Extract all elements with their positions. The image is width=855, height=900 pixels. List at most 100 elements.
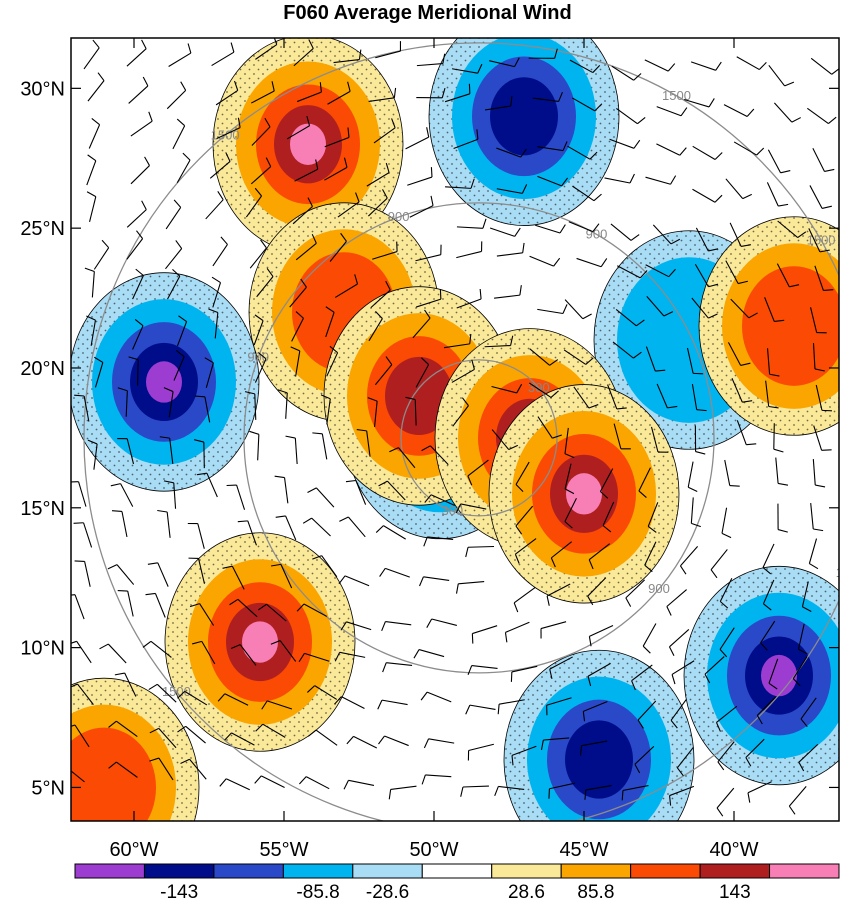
wind-barb-feather: [86, 315, 96, 321]
wind-barb-feather: [136, 230, 144, 239]
wind-barb: [189, 758, 207, 780]
wind-barb: [729, 222, 742, 247]
wind-barb-feather: [824, 168, 835, 173]
wind-barb: [736, 420, 747, 445]
positive-wind-region: [698, 216, 839, 436]
wind-barb-feather: [546, 595, 550, 606]
wind-barb: [291, 318, 304, 342]
wind-barb-feather: [815, 484, 826, 488]
y-tick-label: 10°N: [20, 638, 65, 660]
wind-barb: [683, 98, 710, 108]
wind-barb-feather: [347, 81, 351, 92]
wind-barb-feather: [695, 451, 706, 455]
colorbar-swatch: [421, 863, 493, 879]
wind-barb: [680, 545, 699, 567]
wind-barb-feather: [809, 563, 819, 570]
wind-barb: [498, 785, 525, 790]
wind-barb: [215, 90, 239, 106]
wind-barb-feather: [621, 790, 624, 801]
wind-barb-feather: [389, 447, 399, 453]
wind-barb: [295, 242, 317, 261]
wind-barb: [173, 482, 177, 509]
wind-barb-feather: [173, 199, 182, 208]
wind-barb: [416, 63, 443, 67]
wind-barb-feather: [421, 445, 431, 452]
wind-barb-feather: [716, 807, 724, 817]
wind-barb: [231, 565, 245, 590]
wind-barb: [676, 746, 694, 769]
wind-barb-feather: [778, 203, 789, 207]
wind-barb: [339, 651, 366, 658]
wind-barb: [650, 426, 659, 453]
wind-barb-feather: [94, 356, 104, 363]
wind-barb-feather: [128, 356, 139, 361]
wind-barb: [810, 57, 833, 75]
wind-barb-feather: [388, 789, 392, 800]
wind-barb-feather: [564, 521, 573, 529]
wind-barb-feather: [814, 368, 825, 372]
wind-barb: [723, 104, 748, 117]
chart-title: F060 Average Meridional Wind: [283, 2, 572, 24]
wind-barb-feather: [219, 778, 227, 787]
wind-barb: [581, 740, 608, 747]
wind-barb-feather: [592, 223, 600, 232]
wind-barb: [88, 124, 101, 149]
wind-barb-feather: [540, 739, 544, 751]
wind-barb-feather: [559, 224, 566, 234]
ring-label: 1500: [162, 684, 191, 699]
wind-barb-feather: [582, 711, 586, 722]
wind-barb-feather: [163, 387, 174, 393]
wind-barb-feather: [71, 640, 77, 644]
wind-barb-feather: [511, 755, 514, 766]
wind-barb: [472, 625, 498, 635]
wind-barb-feather: [773, 448, 784, 453]
wind-barb-feather: [163, 480, 174, 484]
wind-barb: [334, 283, 358, 298]
wind-barb: [611, 65, 634, 81]
wind-barb-feather: [385, 162, 390, 173]
wind-barb: [489, 227, 515, 237]
wind-barb-feather: [515, 525, 523, 535]
wind-barb-feather: [655, 369, 666, 372]
wind-barb-feather: [300, 278, 307, 288]
wind-barb-feather: [424, 309, 431, 319]
wind-barb-feather: [225, 152, 231, 162]
wind-barb: [666, 589, 687, 607]
wind-barb-feather: [494, 786, 499, 796]
wind-barb-feather: [149, 727, 160, 734]
wind-barb: [236, 484, 246, 510]
wind-barb: [126, 209, 147, 228]
wind-barb: [283, 477, 289, 504]
wind-barb-feather: [421, 774, 426, 785]
wind-barb: [669, 629, 690, 648]
wind-barb-feather: [378, 735, 385, 745]
wind-barb: [496, 188, 523, 194]
wind-barb: [368, 97, 395, 103]
wind-barb-feather: [769, 373, 780, 377]
x-axis: 60°W 55°W 50°W 45°W 40°W: [109, 38, 759, 861]
wind-barb: [255, 44, 278, 60]
wind-barb-feather: [704, 673, 711, 684]
wind-barb-feather: [482, 218, 487, 229]
wind-barb-feather: [740, 362, 751, 366]
wind-barb-feather: [148, 111, 153, 122]
wind-barb: [375, 50, 401, 59]
wind-barb: [132, 275, 144, 300]
wind-barb-feather: [508, 444, 519, 451]
range-ring: [400, 359, 558, 517]
wind-barb: [631, 664, 653, 682]
wind-barb: [279, 640, 297, 662]
wind-barb: [549, 782, 575, 790]
wind-barb-feather: [325, 306, 335, 313]
wind-barb-feather: [391, 118, 396, 129]
wind-barb-feather: [477, 63, 483, 74]
wind-barb-feather: [510, 96, 513, 107]
wind-barb: [116, 720, 138, 737]
wind-barb: [747, 781, 772, 794]
wind-barb-feather: [762, 567, 772, 575]
wind-barb: [184, 690, 208, 706]
wind-barb-feather: [86, 191, 97, 198]
wind-barb: [409, 205, 434, 218]
wind-barb: [695, 227, 709, 252]
wind-barb: [372, 251, 398, 260]
